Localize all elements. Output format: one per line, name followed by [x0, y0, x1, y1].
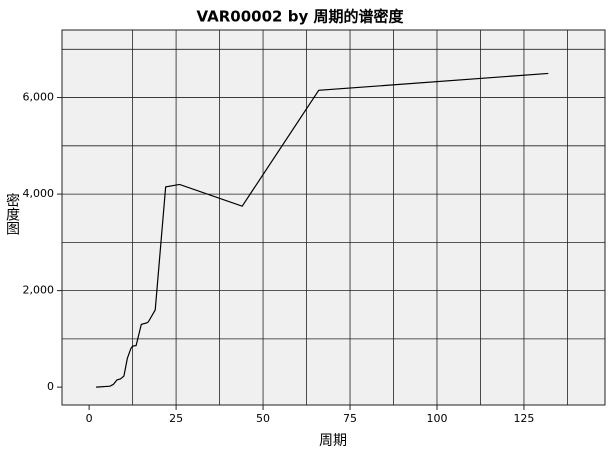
y-tick-label: 0 [47, 380, 54, 393]
plot-area [62, 30, 605, 405]
x-axis-title: 周期 [319, 433, 347, 449]
chart-title: VAR00002 by 周期的谱密度 [197, 8, 405, 26]
x-tick-label: 75 [343, 412, 357, 425]
x-tick-label: 25 [169, 412, 183, 425]
x-tick-label: 0 [86, 412, 93, 425]
x-tick-label: 100 [426, 412, 447, 425]
plot-border [61, 29, 606, 406]
y-tick-label: 6,000 [23, 91, 55, 104]
x-tick-label: 125 [513, 412, 534, 425]
y-tick-label: 4,000 [23, 187, 55, 200]
x-tick-label: 50 [256, 412, 270, 425]
y-axis-title: 密度图 [4, 192, 20, 235]
data-line [96, 72, 549, 388]
y-tick-label: 2,000 [23, 284, 55, 297]
